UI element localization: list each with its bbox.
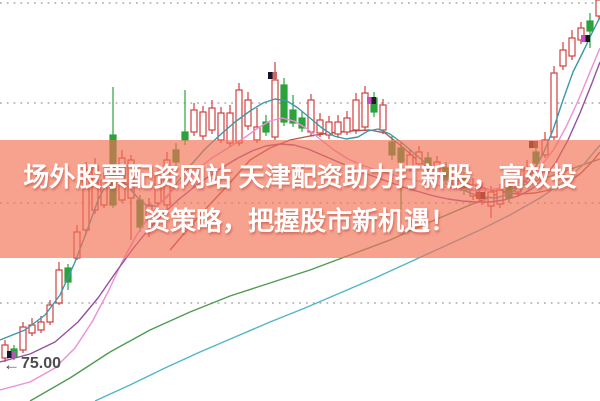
price-value: 75.00: [21, 355, 62, 372]
price-label: ← 75.00: [3, 355, 61, 373]
left-arrow-icon: ←: [3, 354, 20, 374]
